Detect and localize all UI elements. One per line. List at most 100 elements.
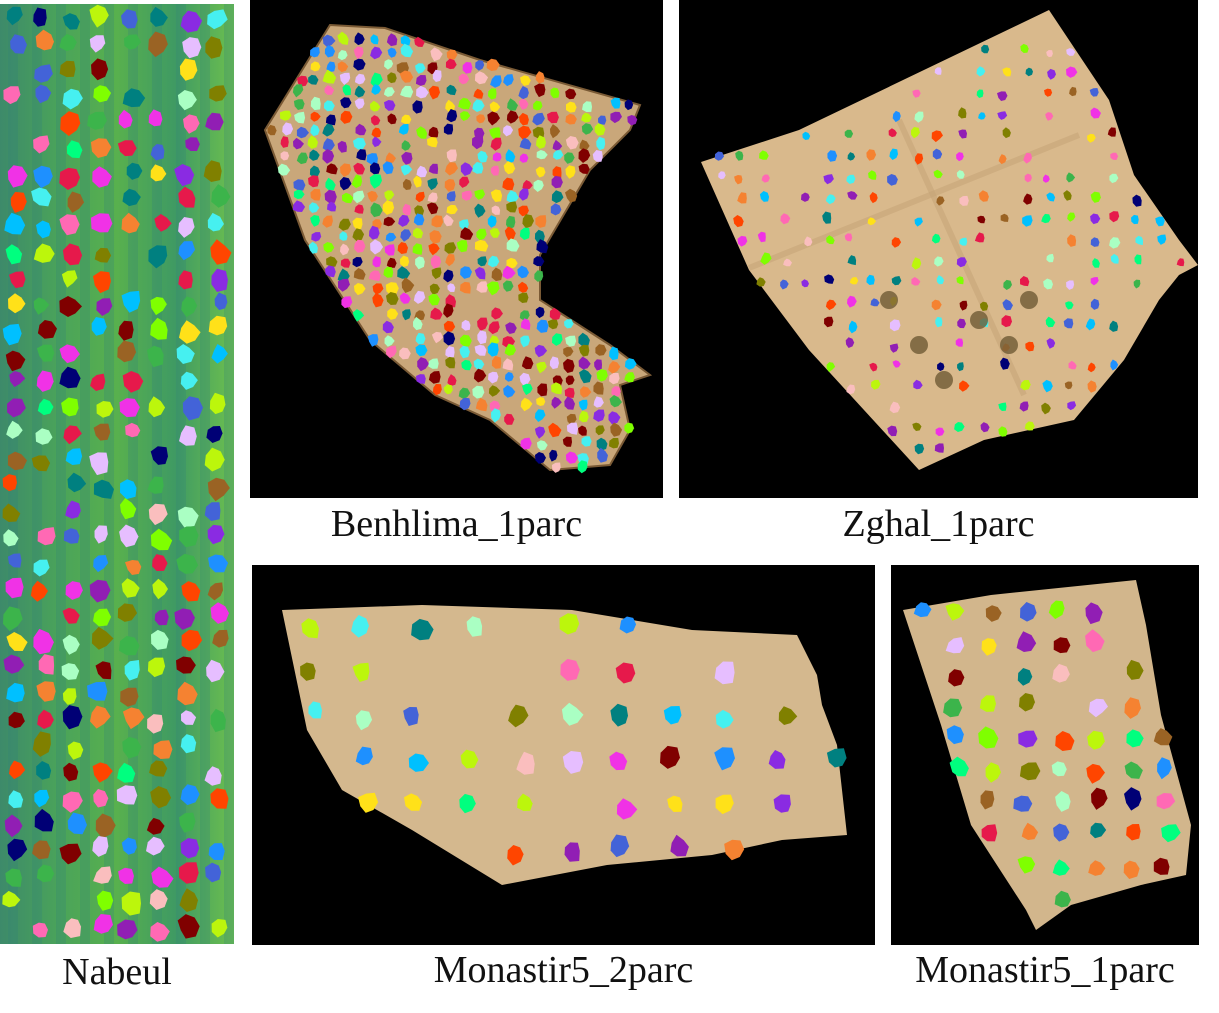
tree-instance: [8, 790, 24, 809]
tree-instance: [403, 707, 419, 726]
tree-instance: [428, 371, 441, 384]
tree-instance: [802, 131, 811, 140]
tree-instance: [1002, 127, 1011, 139]
tree-instance: [959, 195, 969, 206]
tree-instance: [182, 396, 203, 421]
tree-instance: [205, 36, 223, 59]
tree-instance: [488, 385, 501, 397]
tree-instance: [38, 654, 55, 675]
tree-instance: [352, 309, 365, 322]
tree-instance: [869, 362, 878, 372]
tree-instance: [36, 681, 56, 702]
tree-instance: [504, 372, 514, 382]
tree-instance: [408, 753, 429, 772]
tree-instance: [596, 437, 608, 451]
tree-instance: [824, 274, 835, 284]
tree-instance: [537, 383, 548, 397]
tree-instance: [1110, 359, 1119, 371]
tree-instance: [210, 239, 232, 265]
tree-instance: [443, 269, 454, 283]
tree-instance: [340, 163, 352, 177]
tree-instance: [118, 320, 134, 341]
tree-instance: [506, 257, 518, 269]
tree-instance: [354, 98, 365, 110]
tree-instance: [207, 212, 224, 232]
tree-instance: [413, 175, 422, 188]
tree-instance: [181, 629, 203, 652]
tree-instance: [518, 125, 532, 140]
tree-instance: [206, 426, 223, 443]
tree-instance: [93, 914, 113, 934]
tree-instance: [122, 88, 146, 108]
tree-instance: [93, 555, 109, 573]
tree-instance: [521, 356, 534, 370]
tree-instance: [532, 112, 545, 126]
tree-instance: [36, 344, 55, 362]
tree-instance: [148, 396, 166, 418]
tree-instance: [889, 343, 899, 353]
tree-instance: [33, 628, 54, 655]
tree-instance: [37, 398, 54, 416]
tree-instance: [958, 129, 967, 139]
tree-instance: [446, 149, 457, 163]
tree-instance: [503, 385, 516, 398]
tree-instance: [502, 280, 514, 292]
tree-instance: [517, 793, 533, 811]
tree-instance: [35, 428, 53, 445]
tree-instance: [1089, 88, 1099, 97]
tree-instance: [562, 751, 584, 774]
tree-instance: [610, 422, 623, 437]
tree-instance: [847, 191, 858, 200]
tree-instance: [667, 795, 683, 812]
tree-instance: [368, 270, 381, 282]
tree-instance: [210, 602, 229, 624]
tree-instance: [552, 139, 563, 151]
tree-instance: [90, 373, 106, 391]
tree-instance: [476, 114, 486, 124]
tree-instance: [397, 266, 411, 279]
tree-instance: [431, 267, 442, 280]
tree-instance: [431, 215, 444, 228]
tree-instance: [870, 298, 880, 307]
tree-instance: [1066, 48, 1076, 56]
tree-instance: [87, 681, 108, 701]
tree-instance: [959, 237, 968, 246]
tree-instance: [477, 330, 487, 345]
tree-instance: [353, 46, 364, 60]
tree-instance: [211, 344, 228, 364]
tree-instance: [624, 372, 635, 383]
tree-instance: [152, 554, 168, 571]
tree-instance: [827, 150, 838, 162]
tree-instance: [125, 422, 141, 438]
tree-instance: [476, 228, 487, 241]
tree-instance: [95, 813, 116, 839]
tree-instance: [578, 410, 589, 423]
tree-instance: [522, 180, 533, 190]
tree-instance: [383, 87, 395, 97]
tree-instance: [1021, 822, 1039, 840]
tree-instance: [1085, 318, 1096, 331]
tree-instance: [954, 422, 965, 432]
tree-instance: [150, 528, 173, 551]
tree-instance: [459, 793, 476, 814]
tree-instance: [296, 126, 309, 139]
tree-instance: [502, 358, 514, 371]
tree-instance: [59, 60, 76, 78]
tree-instance: [522, 383, 533, 396]
tree-instance: [353, 162, 365, 175]
tree-instance: [179, 812, 196, 833]
tree-instance: [565, 188, 578, 203]
tree-instance: [1046, 192, 1056, 202]
tree-instance: [1048, 600, 1065, 620]
tree-instance: [460, 266, 472, 279]
tree-instance: [563, 358, 575, 373]
tree-instance: [503, 161, 516, 175]
tree-instance: [293, 99, 305, 110]
tree-instance: [30, 580, 48, 602]
tree-instance: [1063, 318, 1074, 329]
tree-instance: [385, 152, 396, 164]
tree-instance: [1091, 787, 1108, 810]
tree-instance: [428, 358, 439, 369]
tree-instance: [177, 90, 197, 111]
tree-instance: [959, 300, 968, 311]
